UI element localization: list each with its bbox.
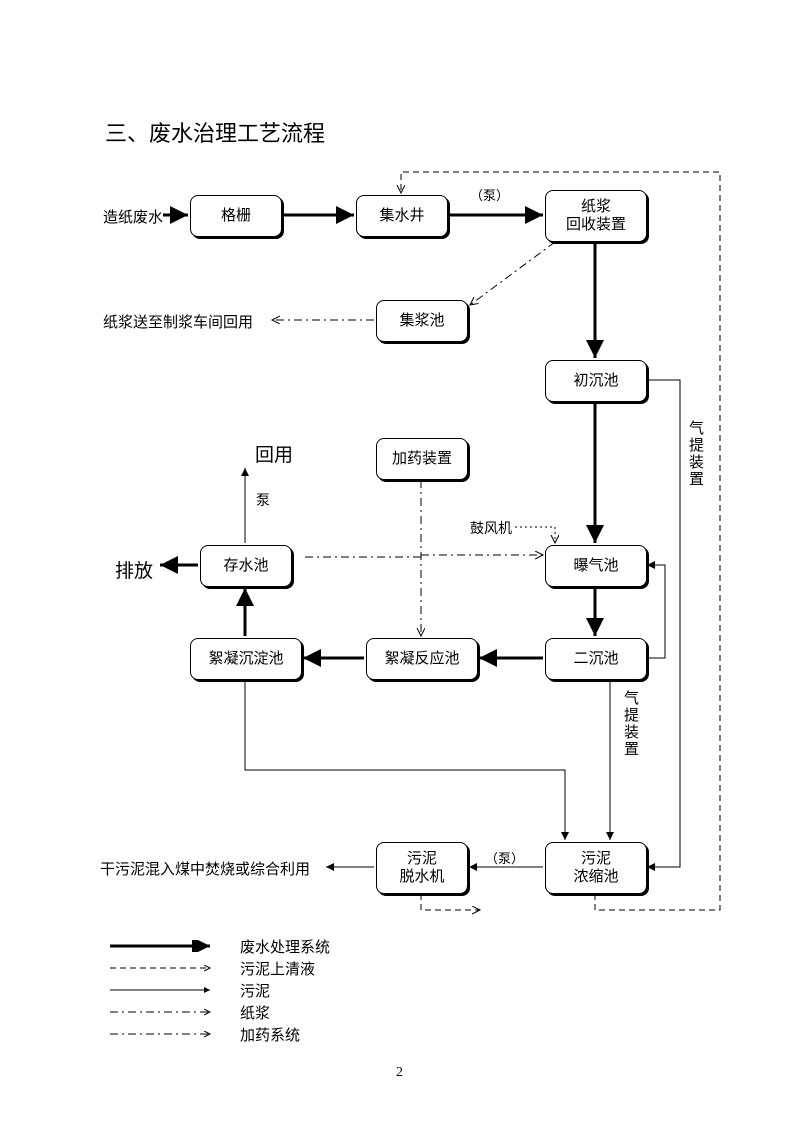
label-blower: 鼓风机 bbox=[470, 518, 512, 538]
legend-label-4: 纸浆 bbox=[240, 1002, 270, 1023]
node-primary: 初沉池 bbox=[545, 360, 647, 402]
legend: 废水处理系统 污泥上清液 污泥 纸浆 加药系统 bbox=[110, 935, 330, 1045]
legend-row-5: 加药系统 bbox=[110, 1023, 330, 1045]
label-pump1: （泵） bbox=[470, 185, 509, 204]
legend-line-thin bbox=[110, 984, 220, 996]
label-wastewater-in: 造纸废水 bbox=[103, 206, 163, 227]
node-pulprec: 纸浆 回收装置 bbox=[545, 190, 647, 242]
page: 三、废水治理工艺流程 格栅 集水井 纸浆 回收装置 集浆池 初沉池 加药装置 曝… bbox=[0, 0, 800, 1132]
legend-line-dashdot bbox=[110, 1006, 220, 1018]
node-pulprec-label: 纸浆 回收装置 bbox=[566, 198, 626, 234]
legend-label-1: 废水处理系统 bbox=[240, 936, 330, 957]
legend-row-4: 纸浆 bbox=[110, 1001, 330, 1023]
node-pulptank-label: 集浆池 bbox=[399, 312, 444, 330]
section-title: 三、废水治理工艺流程 bbox=[105, 116, 325, 148]
node-aeration-label: 曝气池 bbox=[573, 557, 618, 575]
node-pulptank: 集浆池 bbox=[376, 300, 468, 342]
legend-row-1: 废水处理系统 bbox=[110, 935, 330, 957]
legend-row-2: 污泥上清液 bbox=[110, 957, 330, 979]
legend-label-5: 加药系统 bbox=[240, 1024, 300, 1045]
label-airlift1: 气提装置 bbox=[685, 420, 706, 488]
legend-row-3: 污泥 bbox=[110, 979, 330, 1001]
node-thickener-label: 污泥 浓缩池 bbox=[573, 850, 618, 886]
node-storage: 存水池 bbox=[200, 545, 292, 587]
label-reuse: 回用 bbox=[255, 440, 293, 467]
label-pulp-return: 纸浆送至制浆车间回用 bbox=[103, 311, 253, 332]
node-dewater-label: 污泥 脱水机 bbox=[399, 850, 444, 886]
legend-line-thick bbox=[110, 940, 220, 952]
node-primary-label: 初沉池 bbox=[573, 372, 618, 390]
legend-label-3: 污泥 bbox=[240, 980, 270, 1001]
legend-line-dashdot2 bbox=[110, 1028, 220, 1040]
legend-line-dashed bbox=[110, 962, 220, 974]
node-flocreact: 絮凝反应池 bbox=[366, 638, 478, 680]
node-secondary: 二沉池 bbox=[545, 638, 647, 680]
node-grid-label: 格栅 bbox=[221, 207, 251, 225]
node-thickener: 污泥 浓缩池 bbox=[545, 842, 647, 894]
node-aeration: 曝气池 bbox=[545, 545, 647, 587]
label-airlift2: 气提装置 bbox=[620, 690, 641, 758]
label-pump2: 泵 bbox=[256, 490, 270, 510]
label-drysludge: 干污泥混入煤中焚烧或综合利用 bbox=[100, 858, 310, 879]
page-number: 2 bbox=[396, 1065, 403, 1081]
node-flocsed: 絮凝沉淀池 bbox=[190, 638, 302, 680]
node-grid: 格栅 bbox=[190, 195, 282, 237]
legend-label-2: 污泥上清液 bbox=[240, 958, 315, 979]
node-dosing: 加药装置 bbox=[376, 438, 468, 480]
node-flocsed-label: 絮凝沉淀池 bbox=[208, 650, 283, 668]
node-sump-label: 集水井 bbox=[379, 207, 424, 225]
node-secondary-label: 二沉池 bbox=[573, 650, 618, 668]
label-pump3: （泵） bbox=[485, 848, 524, 867]
node-dosing-label: 加药装置 bbox=[392, 450, 452, 468]
node-dewater: 污泥 脱水机 bbox=[376, 842, 468, 894]
node-flocreact-label: 絮凝反应池 bbox=[384, 650, 459, 668]
label-discharge: 排放 bbox=[115, 556, 153, 583]
node-sump: 集水井 bbox=[356, 195, 448, 237]
node-storage-label: 存水池 bbox=[223, 557, 268, 575]
